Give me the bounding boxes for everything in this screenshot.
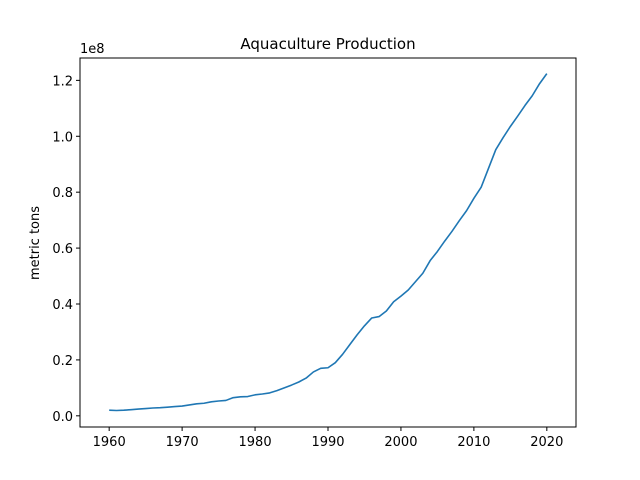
y-tick-label: 0.2 [52, 354, 73, 369]
y-axis: 0.0 0.2 0.4 0.6 0.8 1.0 1.2 [52, 74, 80, 425]
axis-offset-label: 1e8 [80, 42, 105, 57]
y-tick-label: 0.6 [52, 242, 73, 257]
x-tick-label: 1990 [311, 435, 344, 450]
x-axis: 1960 1970 1980 1990 2000 2010 2020 [93, 427, 563, 450]
chart-title: Aquaculture Production [240, 35, 415, 53]
y-tick-label: 0.0 [52, 410, 73, 425]
y-tick-label: 0.8 [52, 186, 73, 201]
x-tick-label: 2010 [457, 435, 490, 450]
y-tick-label: 0.4 [52, 298, 73, 313]
y-tick-label: 1.2 [52, 74, 73, 89]
x-tick-label: 1980 [239, 435, 272, 450]
y-tick-label: 1.0 [52, 130, 73, 145]
series-line-0 [109, 73, 548, 412]
x-tick-label: 1970 [166, 435, 199, 450]
x-tick-label: 2000 [384, 435, 417, 450]
y-axis-label: metric tons [28, 206, 43, 280]
x-tick-label: 1960 [93, 435, 126, 450]
plot-area [109, 73, 548, 412]
x-tick-label: 2020 [530, 435, 563, 450]
axes-frame [79, 57, 577, 428]
